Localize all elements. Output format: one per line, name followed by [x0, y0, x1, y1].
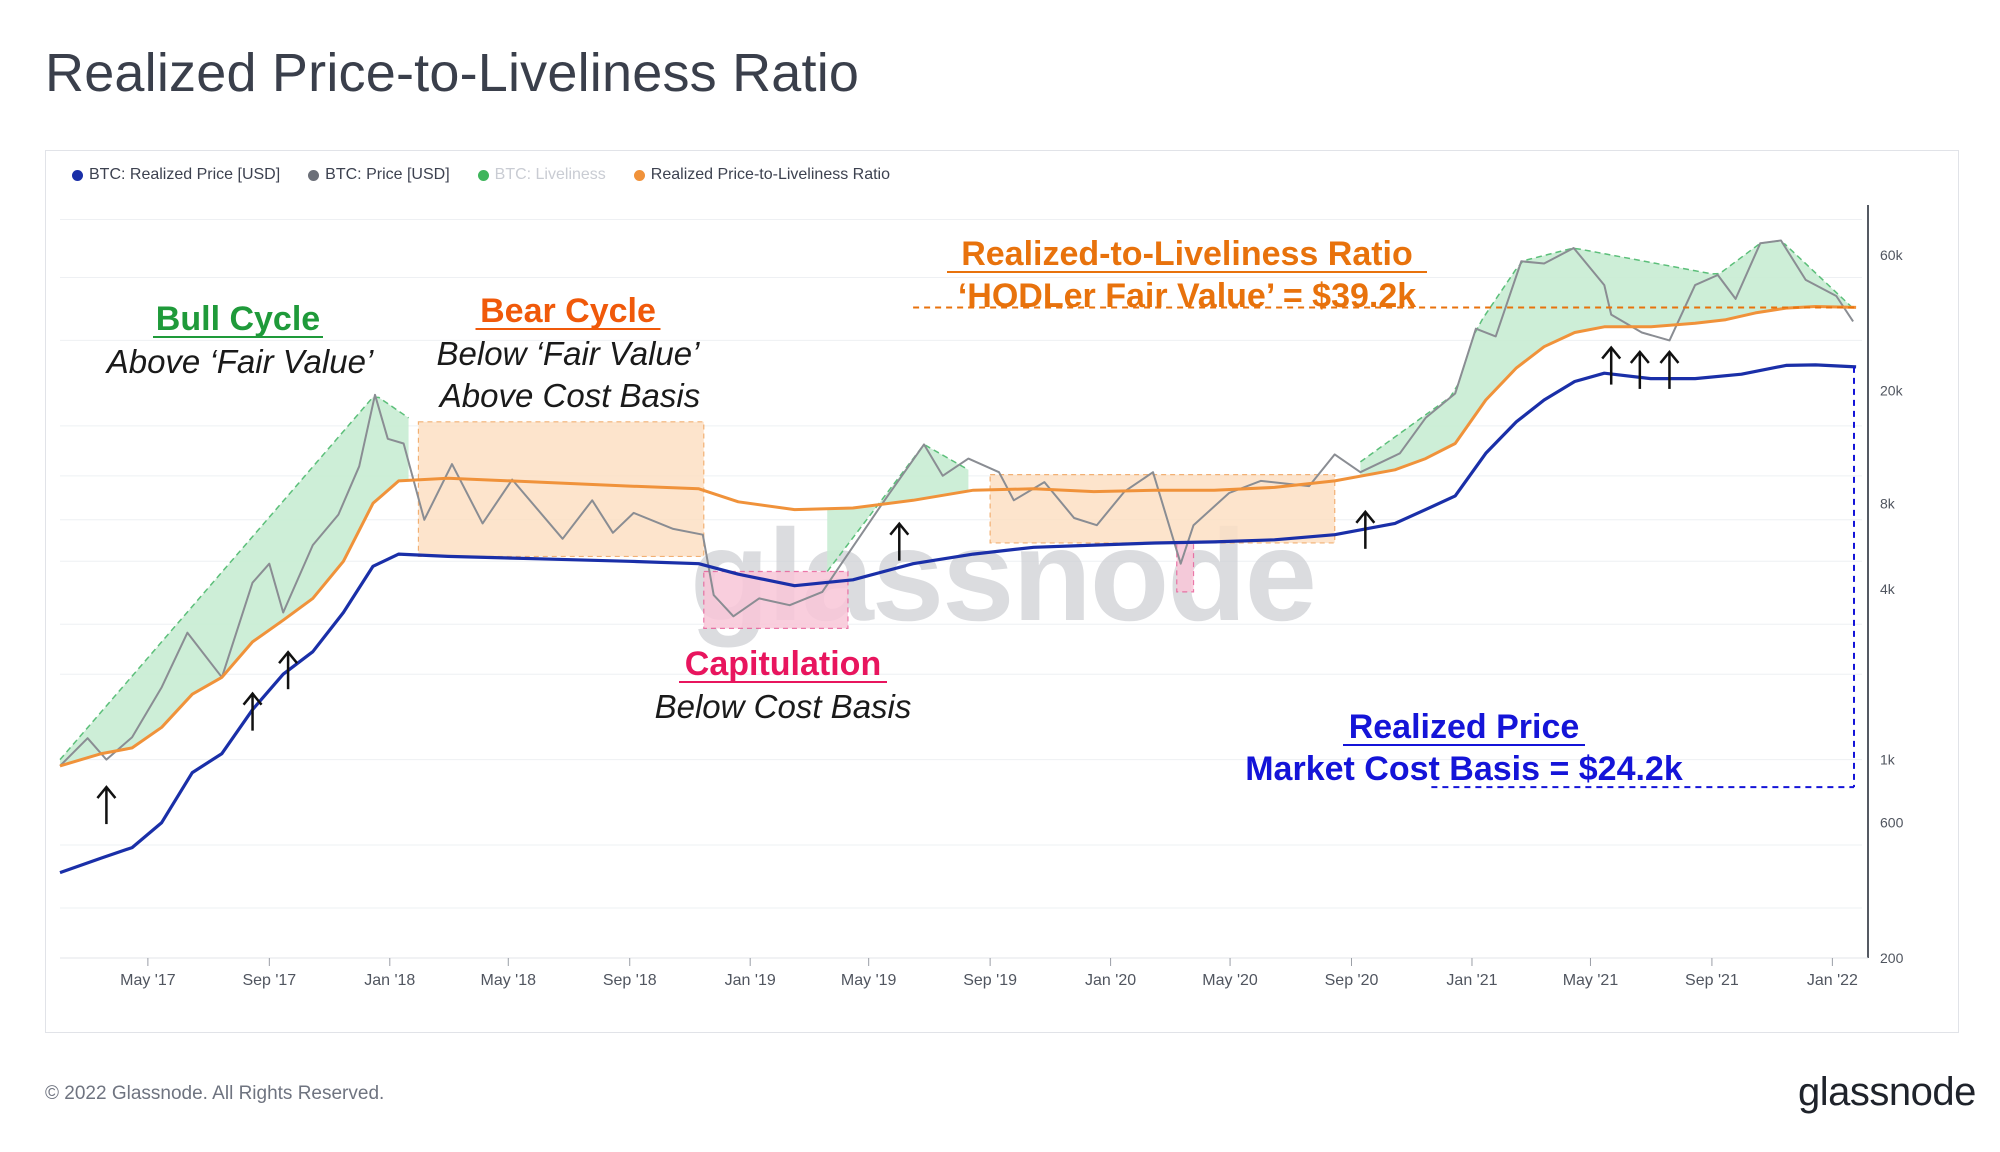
bull-region-edge — [826, 444, 969, 572]
bear-cycle-title: Bear Cycle — [480, 292, 656, 330]
x-tick-label: Sep '19 — [963, 972, 1017, 989]
y-tick-label: 4k — [1880, 581, 1896, 597]
x-tick-label: May '19 — [841, 972, 897, 989]
ratio-annotation-subtitle: ‘HODLer Fair Value’ = $39.2k — [958, 277, 1416, 315]
legend-item-ratio[interactable]: Realized Price-to-Liveliness Ratio — [633, 166, 891, 184]
chart-legend: BTC: Realized Price [USD] BTC: Price [US… — [72, 166, 890, 184]
page-title: Realized Price-to-Liveliness Ratio — [45, 43, 860, 103]
legend-item-realized-price[interactable]: BTC: Realized Price [USD] — [72, 166, 280, 184]
ratio-annotation-title: Realized-to-Liveliness Ratio — [961, 235, 1413, 273]
realized-price-line — [59, 363, 1857, 875]
bull-cycle-subtitle: Above ‘Fair Value’ — [105, 343, 374, 380]
capitulation-region-box — [1176, 542, 1195, 593]
x-tick-label: Sep '21 — [1685, 972, 1739, 989]
legend-label-realized-price: BTC: Realized Price [USD] — [89, 166, 281, 183]
x-tick-label: May '17 — [120, 972, 176, 989]
x-tick-label: Sep '17 — [242, 972, 296, 989]
y-tick-label: 60k — [1880, 247, 1904, 263]
ratio-line — [59, 305, 1857, 768]
x-tick-label: Jan '21 — [1446, 972, 1497, 989]
legend-dot-realized-price — [72, 169, 83, 181]
legend-dot-liveliness — [477, 169, 489, 181]
legend-dot-ratio — [633, 169, 645, 181]
bear-cycle-subtitle-2: Above Cost Basis — [438, 377, 700, 414]
support-arrow-head — [96, 785, 117, 799]
bull-region-fill — [1360, 240, 1852, 477]
legend-item-price[interactable]: BTC: Price [USD] — [308, 166, 450, 184]
x-tick-label: May '18 — [481, 972, 537, 989]
support-arrow-head — [242, 691, 263, 706]
x-tick-label: Jan '22 — [1807, 972, 1858, 989]
capitulation-region-box — [703, 570, 849, 629]
y-tick-label: 1k — [1880, 752, 1896, 768]
bull-region-edge — [1359, 240, 1852, 463]
bull-cycle-title: Bull Cycle — [156, 300, 320, 338]
capitulation-title: Capitulation — [685, 645, 881, 683]
capitulation-subtitle: Below Cost Basis — [655, 688, 912, 725]
legend-item-liveliness[interactable]: BTC: Liveliness — [477, 166, 606, 184]
bear-region-box — [989, 473, 1336, 544]
support-arrow-head — [1659, 349, 1680, 364]
bull-region-edge — [59, 396, 409, 761]
support-arrow-head — [889, 521, 910, 536]
legend-dot-price — [308, 169, 320, 181]
legend-label-liveliness: BTC: Liveliness — [494, 166, 606, 183]
legend-label-price: BTC: Price [USD] — [325, 166, 450, 183]
legend-label-ratio: Realized Price-to-Liveliness Ratio — [650, 166, 891, 183]
support-arrow-head — [1601, 345, 1622, 360]
y-tick-label: 20k — [1880, 382, 1904, 398]
y-tick-label: 200 — [1880, 950, 1904, 966]
x-tick-label: Sep '18 — [603, 972, 657, 989]
bull-region-fill — [60, 397, 409, 766]
x-tick-label: Jan '19 — [725, 972, 776, 989]
realized-price-title: Realized Price — [1349, 708, 1580, 746]
support-arrow-head — [1355, 509, 1376, 524]
x-tick-label: May '20 — [1202, 972, 1258, 989]
support-arrow-head — [278, 650, 299, 664]
realized-price-subtitle: Market Cost Basis = $24.2k — [1245, 750, 1683, 788]
support-arrow-head — [1629, 349, 1650, 364]
y-tick-label: 8k — [1880, 495, 1896, 511]
bull-region-fill — [827, 445, 969, 572]
x-tick-label: May '21 — [1563, 972, 1619, 989]
y-tick-label: 600 — [1880, 815, 1904, 831]
copyright-text: © 2022 Glassnode. All Rights Reserved. — [45, 1083, 385, 1104]
bear-cycle-subtitle-1: Below ‘Fair Value’ — [437, 335, 701, 372]
glassnode-logo[interactable]: glassnode — [1798, 1070, 1976, 1114]
x-tick-label: Sep '20 — [1325, 972, 1379, 989]
price-line — [59, 239, 1854, 767]
x-tick-label: Jan '20 — [1085, 972, 1136, 989]
x-tick-label: Jan '18 — [364, 972, 415, 989]
